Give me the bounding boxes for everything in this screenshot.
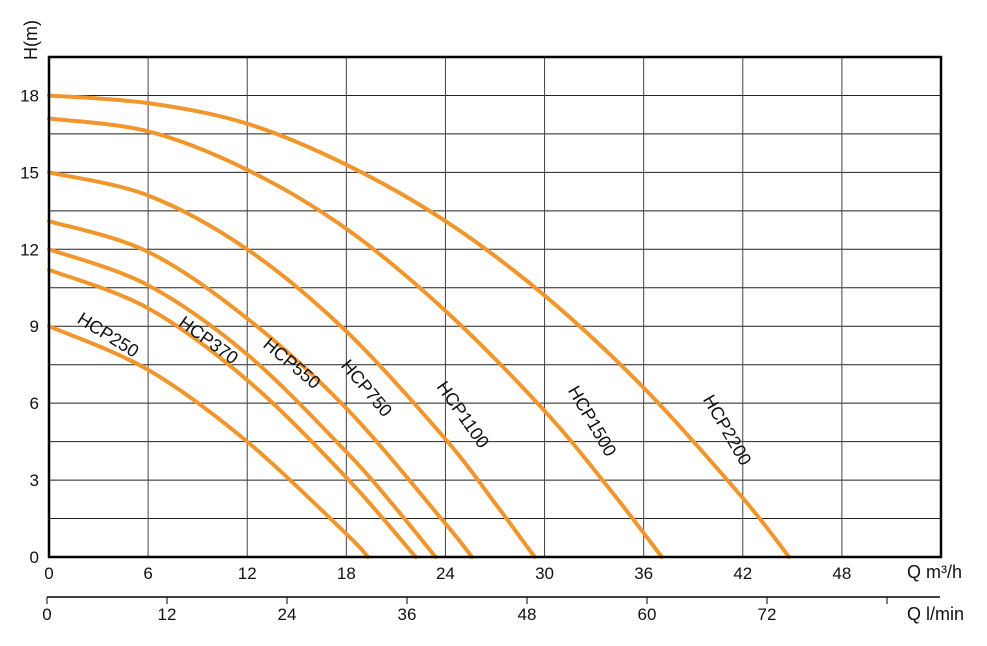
x-tick-label: 12 <box>238 564 257 583</box>
y-tick-label: 15 <box>20 163 39 182</box>
curve-hcp370 <box>47 267 418 559</box>
secondary-tick-label: 72 <box>758 605 777 624</box>
x-tick-label: 48 <box>832 564 851 583</box>
x-tick-label: 30 <box>535 564 554 583</box>
plot-frame <box>47 55 943 559</box>
y-tick-labels: 0 3 6 9 12 15 18 <box>20 86 39 567</box>
x-tick-label: 42 <box>733 564 752 583</box>
secondary-tick-label: 0 <box>42 605 51 624</box>
curve-hcp250 <box>47 324 370 559</box>
x-tick-label: 18 <box>337 564 356 583</box>
x-tick-label: 24 <box>436 564 455 583</box>
x-tick-label: 0 <box>44 564 53 583</box>
x-axis-label: Q m³/h <box>907 562 962 582</box>
y-tick-label: 18 <box>20 86 39 105</box>
y-tick-label: 0 <box>30 548 39 567</box>
secondary-tick-label: 12 <box>158 605 177 624</box>
x-tick-labels: 0 6 12 18 24 30 36 42 48 <box>44 564 851 583</box>
curves <box>47 93 792 559</box>
y-tick-label: 9 <box>30 317 39 336</box>
curve-hcp1500 <box>47 116 664 559</box>
y-axis-label: H(m) <box>21 20 41 60</box>
secondary-x-axis: 0 12 24 36 48 60 72 <box>42 596 940 624</box>
curve-label: HCP1500 <box>564 382 620 460</box>
curve-label: HCP1100 <box>433 377 493 451</box>
curve-hcp2200 <box>47 93 792 559</box>
y-tick-label: 3 <box>30 471 39 490</box>
x-tick-label: 36 <box>634 564 653 583</box>
curve-label: HCP250 <box>74 308 142 361</box>
x-secondary-axis-label: Q l/min <box>907 604 964 624</box>
secondary-tick-label: 24 <box>278 605 297 624</box>
curve-hcp750 <box>47 219 474 559</box>
x-tick-label: 6 <box>143 564 152 583</box>
y-tick-label: 6 <box>30 394 39 413</box>
y-tick-label: 12 <box>20 240 39 259</box>
curve-hcp550 <box>47 247 438 559</box>
secondary-tick-label: 48 <box>518 605 537 624</box>
secondary-tick-label: 60 <box>638 605 657 624</box>
curve-label: HCP550 <box>259 334 324 393</box>
secondary-tick-label: 36 <box>398 605 417 624</box>
curve-hcp1100 <box>47 170 537 559</box>
